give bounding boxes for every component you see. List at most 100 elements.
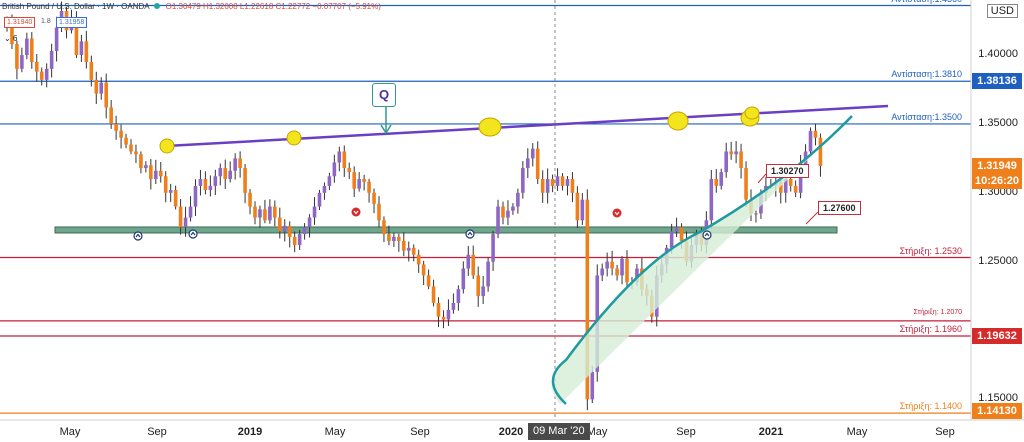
candle-up — [605, 261, 609, 269]
candle-up — [496, 206, 500, 235]
ohlc-values: O1.30479 H1.32008 L1.22618 C1.22772 −0.0… — [165, 2, 381, 11]
chevron-down-icon[interactable]: ⌄ — [4, 34, 11, 43]
candle-down — [436, 302, 441, 317]
resistance-trendline — [165, 104, 889, 148]
candle-up — [193, 185, 198, 207]
candle-up — [446, 309, 451, 320]
callout-1: 1.30270 — [766, 164, 809, 178]
crosshair-date-label: 09 Mar '20 — [528, 423, 590, 440]
candle-down — [15, 44, 19, 69]
candle-down — [729, 151, 733, 155]
candle-down — [362, 179, 366, 182]
candle-up — [754, 213, 758, 215]
candle-up — [25, 38, 29, 56]
candle-down — [124, 137, 128, 145]
drawings — [133, 0, 889, 420]
indicator-row[interactable]: ⌄ 6 — [4, 34, 17, 43]
currency-label[interactable]: USD — [986, 4, 1018, 18]
candle-down — [610, 261, 614, 269]
candle-down — [421, 264, 426, 276]
candle-down — [387, 234, 391, 241]
candle-up — [451, 302, 456, 310]
candle-down — [679, 227, 684, 241]
candle-down — [575, 192, 580, 221]
candle-down — [129, 144, 133, 152]
candle-down — [94, 79, 99, 94]
candle-up — [521, 168, 525, 193]
candle-down — [104, 82, 108, 108]
candle-down — [570, 179, 575, 193]
touch-marker — [159, 138, 175, 154]
arrow-down-icon-glyph — [614, 211, 620, 216]
candles — [5, 1, 823, 411]
candle-down — [778, 181, 783, 193]
pattern-pointer-head — [380, 124, 392, 135]
touch-marker — [478, 117, 502, 137]
candle-down — [501, 206, 505, 218]
candle-down — [352, 172, 356, 189]
candle-down — [585, 199, 590, 400]
price-axis-label: 1.25000 — [978, 254, 1018, 267]
candle-up — [282, 225, 287, 232]
arrow-up-icon — [465, 229, 475, 239]
arrow-up-icon — [702, 230, 712, 240]
candle-down — [372, 192, 376, 204]
candle-up — [322, 185, 327, 193]
candle-down — [287, 225, 292, 237]
candle-down — [163, 176, 168, 193]
callout-2-pointer — [805, 211, 819, 225]
candle-down — [382, 220, 386, 235]
candle-down — [203, 179, 208, 191]
candle-up — [258, 209, 262, 218]
candle-up — [99, 82, 104, 94]
candle-up — [208, 185, 213, 191]
time-axis-label: 2019 — [237, 426, 263, 438]
candle-down — [253, 206, 257, 218]
level-label: Αντίσταση:1.4360 — [891, 0, 962, 4]
bid-box[interactable]: 1.31940 — [4, 17, 36, 28]
candle-down — [173, 190, 178, 207]
candle-up — [218, 168, 223, 177]
candle-up — [213, 176, 218, 186]
candle-up — [709, 179, 714, 221]
candle-up — [620, 258, 624, 276]
candle-up — [808, 130, 813, 152]
candle-down — [347, 168, 352, 173]
candle-down — [793, 185, 798, 193]
candle-up — [144, 165, 148, 168]
price-axis-label: 1.15000 — [978, 392, 1018, 405]
candle-down — [248, 192, 252, 207]
candle-up — [154, 170, 158, 180]
level-label: Στήριξη: 1.1960 — [899, 324, 962, 334]
level-label: Αντίσταση:1.3500 — [891, 111, 962, 122]
candle-down — [139, 154, 143, 168]
candle-up — [54, 27, 59, 51]
candle-up — [783, 179, 788, 193]
candle-up — [526, 158, 530, 168]
level-label: Στήριξη: 1.2530 — [899, 245, 962, 256]
candle-down — [178, 206, 183, 228]
candle-down — [540, 179, 545, 193]
candle-up — [198, 179, 203, 186]
candle-up — [565, 179, 570, 186]
candle-up — [580, 199, 585, 221]
candle-down — [535, 148, 540, 180]
candle-down — [744, 168, 748, 200]
candle-down — [292, 236, 297, 246]
price-tag: 1.19632 — [972, 327, 1022, 344]
price-axis-label: 1.40000 — [978, 48, 1018, 61]
candle-down — [441, 316, 446, 320]
candle-down — [263, 209, 267, 221]
candle-up — [590, 371, 595, 400]
level-label: Αντίσταση:1.3810 — [891, 69, 962, 80]
candle-up — [635, 268, 639, 283]
candle-up — [516, 192, 520, 207]
candle-down — [89, 61, 94, 80]
candle-up — [317, 192, 322, 207]
candle-up — [506, 210, 510, 218]
candle-up — [392, 236, 396, 241]
ask-box[interactable]: 1.31958 — [56, 17, 88, 28]
candle-down — [84, 41, 89, 62]
candle-up — [44, 68, 49, 80]
